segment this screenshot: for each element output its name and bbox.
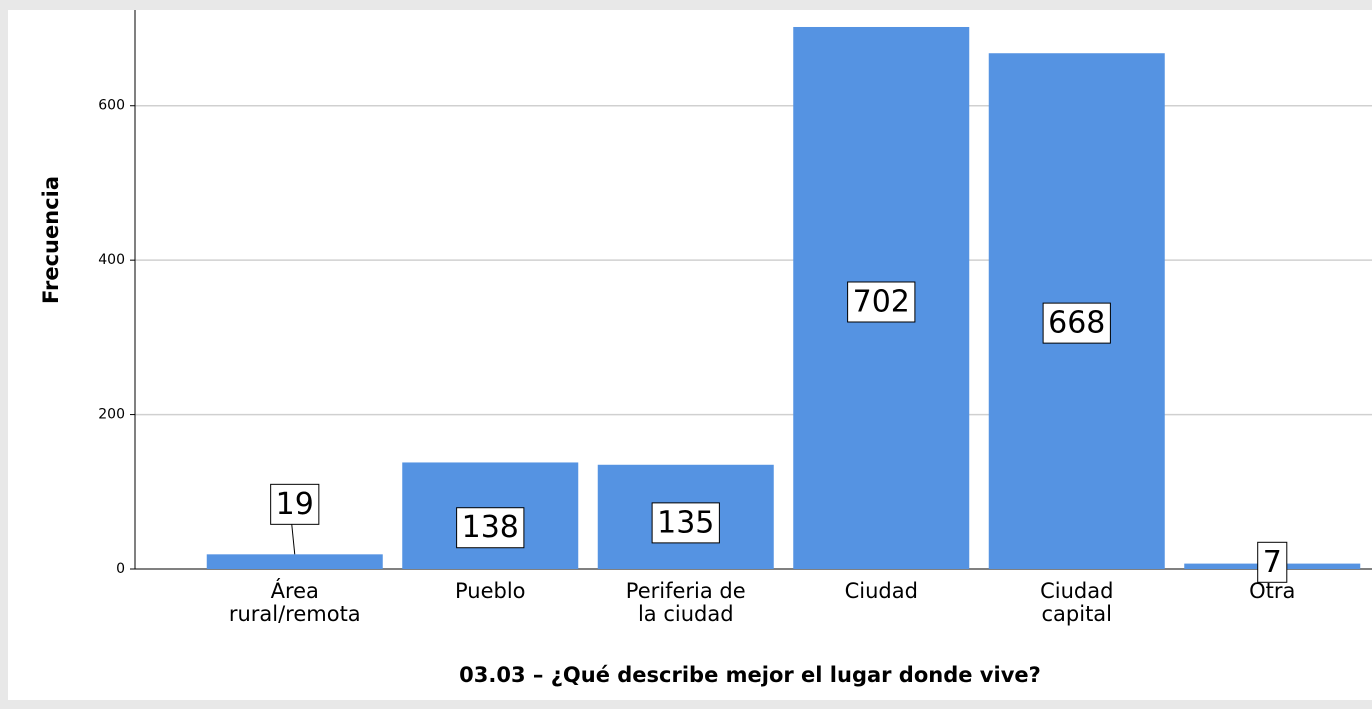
value-label-box bbox=[1257, 541, 1288, 583]
value-label-box bbox=[651, 502, 720, 544]
value-label-box bbox=[847, 281, 916, 323]
value-label-box bbox=[270, 483, 320, 525]
bar bbox=[206, 554, 383, 569]
y-axis-title: Frecuencia bbox=[39, 176, 63, 304]
y-tick-label: 200 bbox=[98, 407, 125, 423]
value-label-box bbox=[1042, 302, 1111, 344]
y-tick-label: 600 bbox=[98, 98, 125, 114]
value-label-box bbox=[456, 507, 525, 549]
y-tick-label: 400 bbox=[98, 252, 125, 268]
x-tick-label: Periferia de la ciudad bbox=[625, 579, 746, 626]
x-tick-label: Ciudad capital bbox=[1040, 579, 1114, 626]
value-label: 135 bbox=[657, 505, 714, 540]
value-label: 702 bbox=[853, 284, 910, 319]
value-label: 7 bbox=[1263, 545, 1282, 580]
x-tick-label: Otra bbox=[1249, 579, 1296, 603]
value-label: 668 bbox=[1048, 306, 1105, 341]
x-axis-title: 03.03 – ¿Qué describe mejor el lugar don… bbox=[459, 663, 1041, 687]
label-leader bbox=[291, 524, 296, 555]
x-tick-label: Pueblo bbox=[454, 579, 526, 603]
x-tick-label: Ciudad bbox=[844, 579, 918, 603]
y-tick-label: 0 bbox=[116, 561, 125, 577]
x-tick-label: Área rural/remota bbox=[228, 579, 361, 626]
value-label: 138 bbox=[462, 510, 519, 545]
value-label: 19 bbox=[276, 487, 314, 522]
